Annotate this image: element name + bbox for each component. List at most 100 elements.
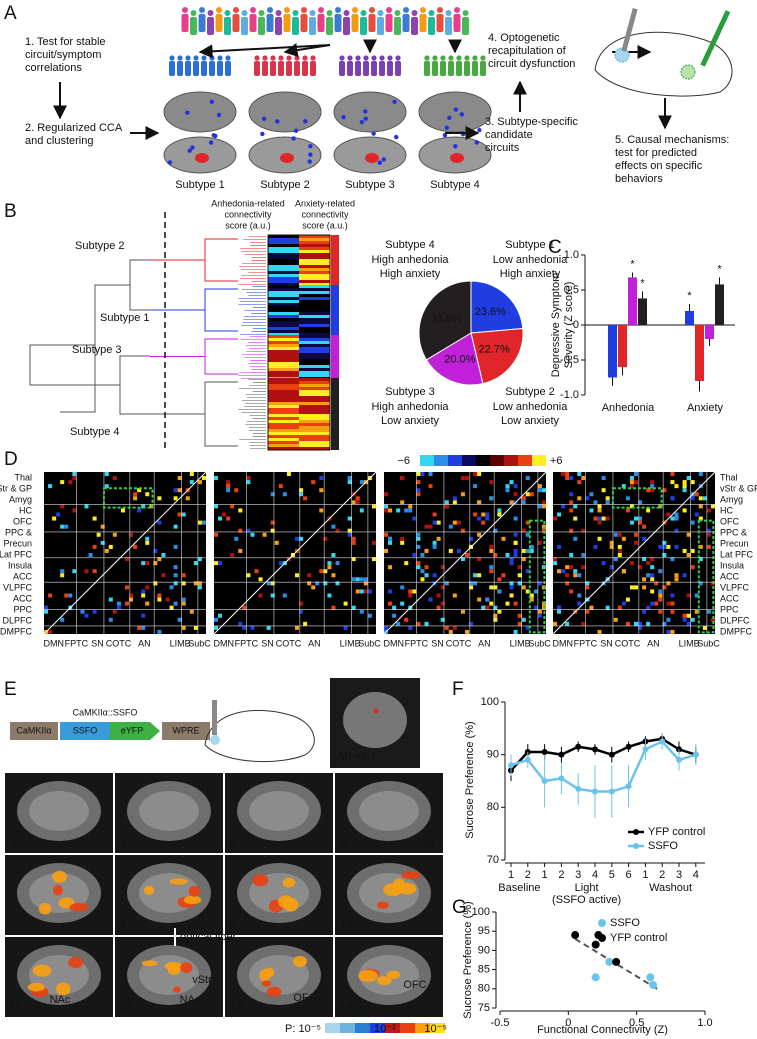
arrow [198, 44, 331, 59]
subtype-label: Subtype 4 [70, 426, 120, 438]
matrix-cell [493, 528, 498, 533]
activation [365, 153, 379, 163]
matrix-cell [60, 617, 65, 622]
heatmap-stripe [268, 447, 299, 450]
matrix-cell [621, 484, 626, 489]
matrix-cell [129, 597, 134, 602]
heatmap-stripe [268, 283, 299, 286]
matrix-cell [137, 488, 142, 493]
network-label: LIMB [679, 638, 700, 648]
matrix-cell [193, 625, 198, 630]
matrix-cell [129, 532, 134, 537]
matrix-cell [537, 613, 542, 618]
matrix-cell [226, 480, 231, 485]
matrix-cell [157, 496, 162, 501]
step-text: correlations [25, 62, 82, 74]
matrix-cell [460, 528, 465, 533]
colorbar-cell [532, 455, 546, 466]
highlight-box [611, 487, 663, 509]
legend-title: Subtype 2 [505, 386, 555, 398]
slice-number: 7 [10, 919, 16, 931]
matrix-cell [266, 581, 271, 586]
matrix-cell [44, 605, 48, 610]
matrix-cell [440, 565, 445, 570]
slice-number: 6 [340, 837, 346, 849]
construct-label: SSFO [73, 725, 98, 735]
matrix-cell [44, 609, 48, 614]
matrix-cell [351, 540, 356, 545]
activation [195, 153, 209, 163]
matrix-cell [646, 488, 651, 493]
heatmap-stripe [299, 429, 330, 432]
heatmap-stripe [299, 390, 330, 393]
heatmap-stripe [268, 402, 299, 405]
subtype-label: Subtype 3 [345, 179, 395, 191]
x-tick-label: 0.5 [629, 1017, 644, 1029]
matrix-cell [440, 601, 445, 606]
matrix-cell [460, 476, 465, 481]
matrix-cell [424, 524, 429, 529]
mri-brain [343, 692, 407, 748]
activation-blob [383, 883, 403, 897]
matrix-cell [501, 573, 506, 578]
matrix-cell [169, 585, 174, 590]
matrix-cell [597, 504, 602, 509]
matrix-cell [698, 557, 703, 562]
p-colorbar-cell [340, 1023, 355, 1033]
matrix-cell [485, 516, 490, 521]
matrix-cell [153, 581, 158, 586]
matrix-cell [189, 472, 194, 476]
matrix-cell [497, 508, 502, 513]
crowd-body [419, 14, 427, 32]
heatmap-stripe [268, 250, 299, 253]
matrix-cell [609, 540, 614, 545]
heatmap-stripe [299, 280, 330, 283]
node-dot [303, 119, 308, 124]
crowd-body [472, 61, 478, 76]
matrix-cell [331, 573, 336, 578]
region-label: HC [720, 505, 733, 515]
matrix-cell [638, 516, 643, 521]
legend-swatch [633, 843, 639, 849]
matrix-cell [513, 532, 518, 537]
crowd-head [270, 55, 276, 61]
crowd-head [190, 10, 197, 16]
crowd-head [343, 10, 350, 16]
matrix-cell [112, 476, 117, 481]
crowd-body [387, 61, 393, 76]
crowd-body [310, 61, 316, 76]
matrix-cell [173, 565, 178, 570]
matrix-cell [48, 629, 53, 634]
heatmap-stripe [299, 277, 330, 280]
heatmap-stripe [299, 306, 330, 309]
network-label: AN [308, 638, 321, 648]
heatmap-stripe [268, 274, 299, 277]
heatmap-stripe [299, 297, 330, 300]
network-label: DMN [213, 638, 234, 648]
heatmap-stripe [299, 368, 330, 371]
matrix-cell [489, 480, 494, 485]
slice-number: 11 [10, 1001, 21, 1013]
region-label: Lat PFC [0, 549, 32, 559]
crowd-head [363, 55, 369, 61]
matrix-cell [569, 565, 574, 570]
y-tick-label: 100 [481, 696, 499, 708]
colorbar-label: +6 [550, 455, 563, 467]
subtype-label: Subtype 2 [260, 179, 310, 191]
matrix-cell [613, 617, 618, 622]
region-label: PPC & [5, 527, 32, 537]
heatmap-stripe [299, 285, 330, 288]
pie-label: 33.6% [430, 313, 461, 325]
heatmap-stripe [299, 435, 330, 438]
p-colorbar-cell [415, 1023, 430, 1033]
crowd-body [453, 14, 461, 32]
matrix-cell [452, 625, 457, 630]
matrix-cell [384, 508, 388, 513]
matrix-cell [371, 540, 376, 545]
heatmap-stripe [299, 315, 330, 318]
region-label: HC [19, 505, 32, 515]
colorbar-cell [518, 455, 532, 466]
construct-label: WPRE [173, 725, 200, 735]
heatmap-stripe [299, 338, 330, 341]
matrix-cell [311, 585, 316, 590]
